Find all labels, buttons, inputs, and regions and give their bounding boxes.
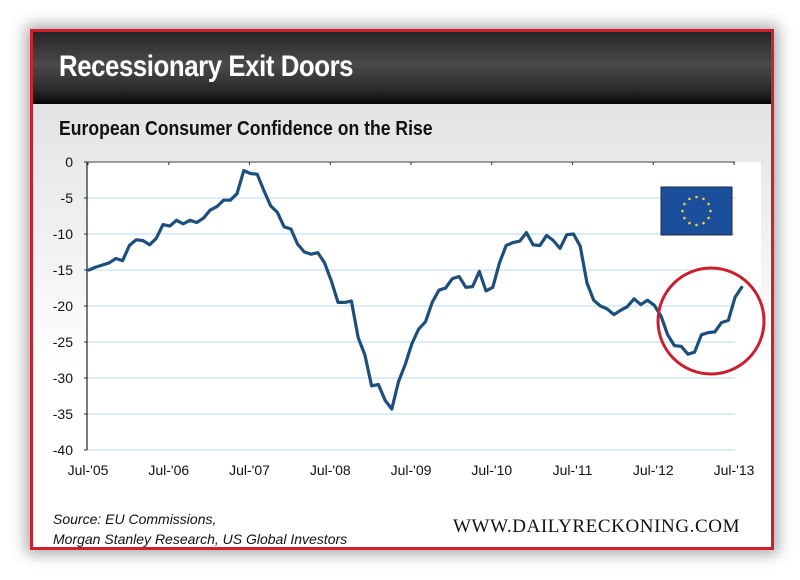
x-tick-label: Jul-'07 bbox=[229, 462, 270, 478]
eu-flag-star bbox=[683, 216, 686, 220]
y-tick-label: -25 bbox=[53, 334, 73, 350]
website-credit: WWW.DAILYRECKONING.COM bbox=[453, 516, 741, 537]
annotation-group bbox=[656, 266, 766, 376]
eu-flag-star bbox=[695, 223, 698, 227]
chart-title: European Consumer Confidence on the Rise bbox=[59, 118, 433, 140]
eu-flag-star bbox=[709, 209, 712, 213]
banner: Recessionary Exit Doors bbox=[33, 32, 771, 104]
y-tick-label: -20 bbox=[53, 298, 73, 314]
eu-flag-star bbox=[688, 221, 691, 225]
eu-flag-star bbox=[707, 202, 710, 206]
y-tick-label: -40 bbox=[53, 442, 73, 458]
source-note: Source: EU Commissions, Morgan Stanley R… bbox=[53, 509, 347, 549]
eu-flag-star bbox=[683, 202, 686, 206]
x-tick-label: Jul-'09 bbox=[391, 462, 432, 478]
y-tick-label: -5 bbox=[61, 190, 74, 206]
x-axis-tick-labels: Jul-'05 Jul-'06 Jul-'07 Jul-'08 Jul-'09 Jul-'… bbox=[68, 462, 755, 478]
y-tick-label: 0 bbox=[65, 154, 73, 170]
highlight-circle bbox=[656, 266, 766, 376]
x-tick-label: Jul-'11 bbox=[553, 462, 593, 478]
x-tick-label: Jul-'13 bbox=[714, 462, 755, 478]
eu-flag-star bbox=[702, 197, 705, 201]
y-axis-tick-labels: 0 -5 -10 -15 -20 -25 -30 -35 -40 bbox=[53, 154, 73, 458]
x-tick-label: Jul-'10 bbox=[471, 462, 512, 478]
eu-flag-icon bbox=[660, 186, 733, 236]
x-tick-label: Jul-'12 bbox=[633, 462, 674, 478]
eu-flag-star bbox=[695, 195, 698, 199]
y-tick-label: -10 bbox=[53, 226, 73, 242]
y-tick-label: -15 bbox=[53, 262, 73, 278]
eu-flag-star bbox=[681, 209, 684, 213]
x-tick-label: Jul-'05 bbox=[68, 462, 109, 478]
series-group bbox=[87, 169, 744, 411]
chart-card: Recessionary Exit Doors European Consume… bbox=[30, 29, 774, 550]
x-tick-label: Jul-'08 bbox=[310, 462, 351, 478]
source-line-1: Source: EU Commissions, bbox=[53, 511, 217, 527]
series-line bbox=[87, 169, 744, 411]
eu-flag-star bbox=[702, 221, 705, 225]
eu-flag-star bbox=[688, 197, 691, 201]
y-tick-label: -35 bbox=[53, 406, 73, 422]
eu-flag-star bbox=[707, 216, 710, 220]
y-tick-label: -30 bbox=[53, 370, 73, 386]
line-chart: 0-5-10-15-20-25-30-35-40 Jul-'05 Jul-'06 J… bbox=[53, 154, 766, 478]
banner-title: Recessionary Exit Doors bbox=[59, 50, 354, 83]
source-line-2: Morgan Stanley Research, US Global Inves… bbox=[53, 531, 348, 547]
plot-background bbox=[87, 162, 761, 454]
axes bbox=[84, 161, 735, 451]
x-tick-label: Jul-'06 bbox=[148, 462, 189, 478]
eu-flag-field bbox=[660, 186, 733, 236]
